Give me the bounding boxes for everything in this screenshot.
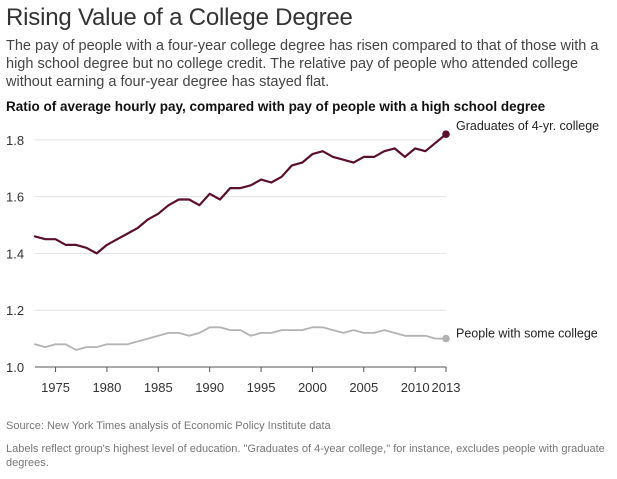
series-label: People with some college <box>456 327 598 341</box>
page-title: Rising Value of a College Degree <box>6 4 353 31</box>
footnote: Labels reflect group's highest level of … <box>6 443 605 469</box>
source-note: Source: New York Times analysis of Econo… <box>6 420 331 432</box>
y-tick-label: 1.6 <box>6 190 24 205</box>
y-tick-label: 1.2 <box>6 303 24 318</box>
chart-heading: Ratio of average hourly pay, compared wi… <box>6 99 546 114</box>
x-tick-label: 1985 <box>144 380 173 395</box>
x-tick-label: 2000 <box>298 380 327 395</box>
series-end-point <box>442 130 450 138</box>
series-lines: Graduates of 4-yr. college People with so… <box>33 120 599 351</box>
x-tick-label: 1975 <box>41 380 70 395</box>
x-tick-label: 2005 <box>349 380 378 395</box>
x-tick-label: 1995 <box>247 380 276 395</box>
x-tick-label: 2013 <box>432 380 461 395</box>
y-axis-labels: 1.0 1.2 1.4 1.6 1.8 <box>6 133 24 375</box>
x-axis-ticks <box>55 367 447 372</box>
y-tick-label: 1.8 <box>6 133 24 148</box>
series-line <box>34 326 447 351</box>
x-axis-labels: 1975 1980 1985 1990 1995 2000 2005 2010 2013 <box>41 380 460 395</box>
series-line <box>33 133 448 255</box>
y-tick-label: 1.4 <box>6 246 24 261</box>
x-tick-label: 1990 <box>195 380 224 395</box>
line-chart: 1.0 1.2 1.4 1.6 1.8 1975 1980 1985 1990 1995 2000… <box>6 120 599 395</box>
page-subtitle: The pay of people with a four-year colle… <box>6 38 599 90</box>
gridlines <box>35 139 446 368</box>
x-tick-label: 1980 <box>92 380 121 395</box>
y-tick-label: 1.0 <box>6 360 24 375</box>
series-label: Graduates of 4-yr. college <box>456 120 599 133</box>
x-tick-label: 2010 <box>401 380 430 395</box>
series-end-point <box>442 334 450 343</box>
